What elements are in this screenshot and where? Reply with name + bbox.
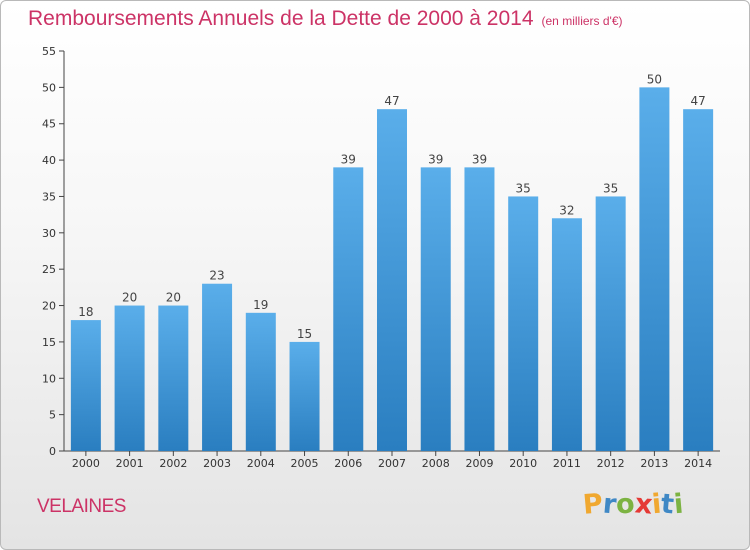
proxiti-logo[interactable]: Proxiti xyxy=(581,488,685,523)
x-tick-label: 2011 xyxy=(553,457,581,470)
x-tick-label: 2002 xyxy=(159,457,187,470)
bar-value-label: 39 xyxy=(428,152,443,166)
y-tick-label: 40 xyxy=(42,154,56,167)
bar-value-label: 39 xyxy=(472,152,487,166)
bar-value-label: 47 xyxy=(384,94,399,108)
bar-value-label: 47 xyxy=(690,94,705,108)
y-axis: 0 5 10 15 20 25 30 35 40 45 50 55 xyxy=(42,45,65,458)
bar-value-label: 32 xyxy=(559,203,574,217)
bar-value-label: 23 xyxy=(209,269,224,283)
y-tick-label: 50 xyxy=(42,81,56,94)
chart-title: Remboursements Annuels de la Dette de 20… xyxy=(28,7,623,31)
logo-letter: i xyxy=(672,488,685,521)
y-tick-label: 15 xyxy=(42,336,56,349)
x-tick-label: 2009 xyxy=(465,457,493,470)
bars xyxy=(70,87,714,451)
bar-2013[interactable] xyxy=(639,87,670,451)
bar-2002[interactable] xyxy=(158,305,189,451)
bar-2001[interactable] xyxy=(114,305,145,451)
bar-2007[interactable] xyxy=(377,109,407,451)
x-tick-label: 2004 xyxy=(247,457,275,470)
bar-value-label: 50 xyxy=(647,72,662,86)
bar-2008[interactable] xyxy=(420,167,451,451)
logo-letter: P xyxy=(581,488,605,521)
bar-2009[interactable] xyxy=(464,167,495,451)
y-tick-label: 55 xyxy=(42,45,56,58)
logo-letter: o xyxy=(614,488,637,521)
x-tick-label: 2006 xyxy=(334,457,362,470)
bar-2003[interactable] xyxy=(202,283,233,451)
bar-value-label: 20 xyxy=(122,291,137,305)
commune-name: VELAINES xyxy=(37,496,126,517)
y-tick-label: 35 xyxy=(42,190,56,203)
x-tick-label: 2001 xyxy=(116,457,144,470)
x-axis: 2000 2001 2002 2003 2004 2005 2006 2007 2008 2009… xyxy=(64,450,720,470)
y-tick-label: 0 xyxy=(49,445,56,458)
y-tick-label: 10 xyxy=(42,372,56,385)
bar-2011[interactable] xyxy=(551,218,582,451)
bar-2006[interactable] xyxy=(333,167,364,451)
x-tick-label: 2012 xyxy=(597,457,625,470)
y-tick-label: 45 xyxy=(42,118,56,131)
x-tick-label: 2000 xyxy=(72,457,100,470)
bar-2012[interactable] xyxy=(595,196,626,451)
bar-2005[interactable] xyxy=(289,341,320,451)
bar-2000[interactable] xyxy=(70,320,101,451)
bar-value-label: 18 xyxy=(78,305,93,319)
bar-value-label: 39 xyxy=(341,152,356,166)
x-tick-label: 2010 xyxy=(509,457,537,470)
x-tick-label: 2013 xyxy=(640,457,668,470)
x-tick-label: 2014 xyxy=(684,457,712,470)
x-tick-label: 2005 xyxy=(291,457,319,470)
bar-2004[interactable] xyxy=(245,312,276,451)
chart-subtitle: (en milliers d'€) xyxy=(541,14,623,28)
bar-value-label: 19 xyxy=(253,298,268,312)
chart-title-text: Remboursements Annuels de la Dette de 20… xyxy=(28,7,534,30)
bar-value-label: 15 xyxy=(297,327,312,341)
y-tick-label: 5 xyxy=(49,409,56,422)
y-tick-label: 25 xyxy=(42,263,56,276)
x-tick-label: 2003 xyxy=(203,457,231,470)
bar-value-label: 35 xyxy=(603,181,618,195)
bar-value-labels: 18 20 20 23 19 15 39 47 39 39 35 32 35 50 47 xyxy=(78,72,706,341)
y-tick-label: 20 xyxy=(42,300,56,313)
bar-2010[interactable] xyxy=(508,196,539,451)
x-tick-label: 2008 xyxy=(422,457,450,470)
bar-2014[interactable] xyxy=(683,109,714,451)
bar-value-label: 20 xyxy=(166,291,181,305)
y-tick-label: 30 xyxy=(42,227,56,240)
bar-value-label: 35 xyxy=(516,181,531,195)
x-tick-label: 2007 xyxy=(378,457,406,470)
